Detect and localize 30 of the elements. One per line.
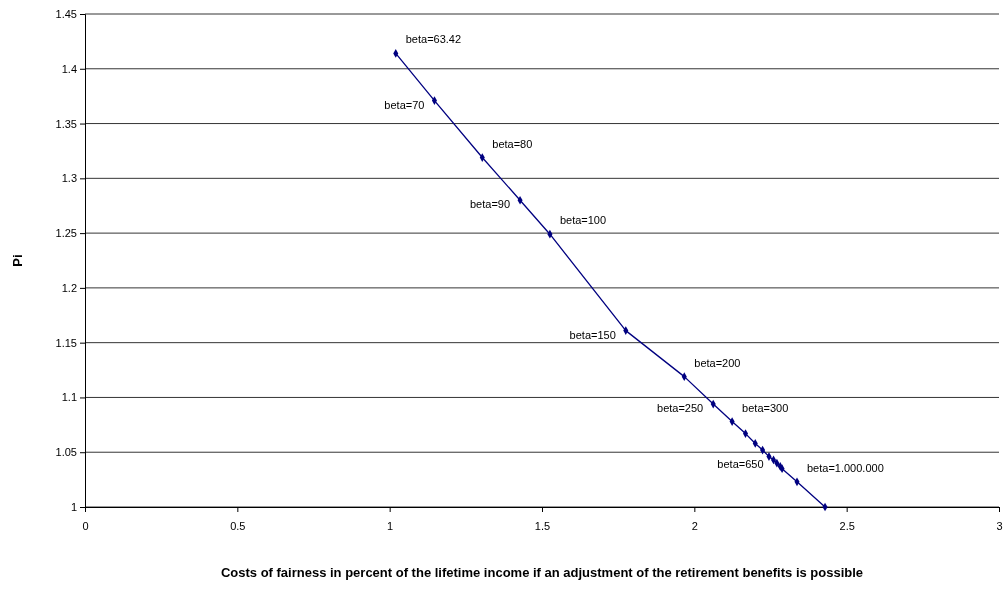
y-axis-title: Pi [10, 254, 25, 267]
annotation: beta=63.42 [405, 33, 462, 46]
annotation: beta=650 [717, 457, 764, 470]
y-tick-label: 1.45 [55, 8, 77, 21]
x-axis-title: Costs of fairness in percent of the lifetime income if an adjustment of the retirement benefits is possible [219, 565, 865, 581]
y-tick-label: 1.15 [55, 336, 77, 349]
x-tick-label: 1.5 [534, 520, 551, 533]
x-tick-label: 2.5 [839, 520, 855, 533]
y-tick-label: 1.3 [61, 172, 77, 185]
x-tick-label: 3 [996, 520, 1003, 533]
x-tick-label: 1 [387, 520, 394, 533]
y-tick-label: 1.4 [61, 62, 77, 75]
y-tick-label: 1.1 [61, 391, 77, 404]
x-tick-label: 2 [691, 520, 698, 533]
annotation: beta=80 [492, 137, 533, 150]
y-tick-label: 1.2 [61, 281, 77, 294]
annotation: beta=200 [694, 356, 741, 369]
annotation: beta=250 [657, 402, 704, 415]
annotation: beta=150 [569, 328, 616, 341]
annotation: beta=100 [559, 214, 607, 227]
y-tick-label: 1.25 [55, 227, 77, 240]
annotation: beta=70 [384, 98, 425, 111]
y-tick-label: 1 [70, 501, 77, 514]
x-tick-label: 0.5 [230, 520, 246, 533]
y-tick-label: 1.05 [55, 446, 77, 459]
annotation: beta=300 [742, 401, 789, 414]
y-tick-label: 1.35 [55, 117, 77, 130]
annotation: beta=1.000.000 [807, 461, 884, 474]
x-tick-label: 0 [82, 520, 89, 533]
annotation: beta=90 [469, 198, 511, 211]
